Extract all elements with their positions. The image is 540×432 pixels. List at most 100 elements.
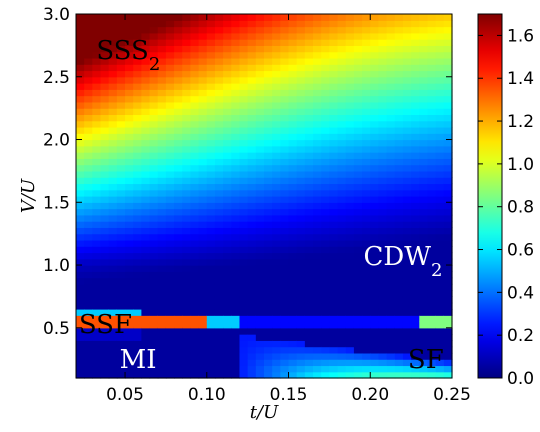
heatmap-cell: [116, 227, 126, 235]
heatmap-cell: [92, 14, 102, 21]
heatmap-cell: [133, 152, 142, 159]
heatmap-cell: [206, 365, 216, 373]
heatmap-cell: [362, 95, 371, 103]
heatmap-cell: [255, 14, 265, 21]
heatmap-cell: [76, 177, 85, 185]
heatmap-cell: [337, 283, 347, 291]
heatmap-cell: [337, 89, 347, 97]
heatmap-cell: [386, 346, 396, 354]
heatmap-cell: [116, 126, 126, 134]
heatmap-cell: [165, 315, 175, 323]
heatmap-cell: [206, 208, 216, 216]
heatmap-cell: [394, 321, 404, 329]
heatmap-cell: [264, 308, 273, 316]
heatmap-cell: [125, 32, 134, 40]
heatmap-cell: [427, 89, 437, 97]
heatmap-cell: [116, 252, 126, 260]
heatmap-cell: [337, 20, 347, 28]
heatmap-cell: [353, 158, 363, 166]
heatmap-cell: [100, 202, 110, 210]
heatmap-cell: [206, 321, 216, 329]
heatmap-cell: [174, 258, 183, 266]
heatmap-cell: [247, 258, 257, 266]
heatmap-cell: [247, 196, 257, 203]
heatmap-cell: [149, 158, 159, 166]
heatmap-cell: [174, 290, 183, 298]
heatmap-cell: [443, 177, 453, 185]
heatmap-cell: [231, 20, 241, 28]
heatmap-cell: [133, 221, 142, 228]
heatmap-cell: [125, 202, 134, 210]
heatmap-cell: [133, 95, 142, 103]
heatmap-cell: [247, 14, 257, 21]
heatmap-cell: [427, 246, 437, 254]
heatmap-cell: [198, 252, 208, 260]
heatmap-cell: [443, 26, 453, 34]
heatmap-cell: [255, 64, 265, 72]
heatmap-cell: [125, 315, 134, 323]
heatmap-cell: [370, 101, 380, 109]
heatmap-cell: [272, 196, 281, 203]
heatmap-cell: [92, 152, 102, 159]
heatmap-cell: [116, 145, 126, 153]
heatmap-cell: [247, 114, 257, 122]
heatmap-cell: [141, 208, 151, 216]
heatmap-cell: [394, 252, 404, 260]
heatmap-cell: [362, 233, 371, 241]
heatmap-cell: [353, 321, 363, 329]
heatmap-cell: [427, 283, 437, 291]
heatmap-cell: [337, 108, 347, 116]
heatmap-cell: [206, 233, 216, 241]
heatmap-cell: [198, 133, 208, 141]
heatmap-cell: [435, 371, 445, 379]
heatmap-cell: [182, 352, 192, 360]
heatmap-cell: [198, 239, 208, 247]
heatmap-cell: [125, 89, 134, 97]
heatmap-cell: [378, 277, 388, 285]
heatmap-cell: [337, 327, 347, 335]
heatmap-cell: [264, 170, 273, 178]
heatmap-cell: [296, 346, 306, 354]
heatmap-cell: [353, 152, 363, 159]
heatmap-cell: [223, 252, 232, 260]
heatmap-cell: [378, 258, 388, 266]
heatmap-cell: [345, 365, 355, 373]
heatmap-cell: [100, 14, 110, 21]
heatmap-cell: [223, 20, 232, 28]
heatmap-cell: [362, 202, 371, 210]
heatmap-cell: [133, 202, 142, 210]
heatmap-cell: [394, 108, 404, 116]
heatmap-cell: [247, 170, 257, 178]
heatmap-cell: [255, 170, 265, 178]
heatmap-cell: [435, 346, 445, 354]
heatmap-cell: [190, 114, 200, 122]
heatmap-cell: [362, 177, 371, 185]
heatmap-cell: [386, 283, 396, 291]
heatmap-cell: [255, 346, 265, 354]
heatmap-cell: [133, 214, 142, 222]
heatmap-cell: [100, 26, 110, 34]
heatmap-cell: [174, 51, 183, 59]
heatmap-cell: [239, 359, 249, 367]
heatmap-cell: [345, 45, 355, 53]
heatmap-cell: [125, 158, 134, 166]
heatmap-cell: [386, 265, 396, 272]
heatmap-cell: [247, 315, 257, 323]
heatmap-cell: [125, 20, 134, 28]
heatmap-cell: [125, 258, 134, 266]
heatmap-cell: [157, 133, 167, 141]
heatmap-cell: [378, 340, 388, 348]
heatmap-cell: [214, 290, 224, 298]
heatmap-cell: [288, 145, 298, 153]
heatmap-cell: [157, 321, 167, 329]
heatmap-cell: [206, 164, 216, 172]
heatmap-cell: [149, 214, 159, 222]
heatmap-cell: [174, 271, 183, 279]
heatmap-cell: [174, 202, 183, 210]
heatmap-cell: [427, 265, 437, 272]
heatmap-cell: [190, 352, 200, 360]
heatmap-cell: [296, 57, 306, 65]
heatmap-cell: [427, 196, 437, 203]
heatmap-cell: [304, 26, 314, 34]
heatmap-cell: [174, 39, 183, 46]
